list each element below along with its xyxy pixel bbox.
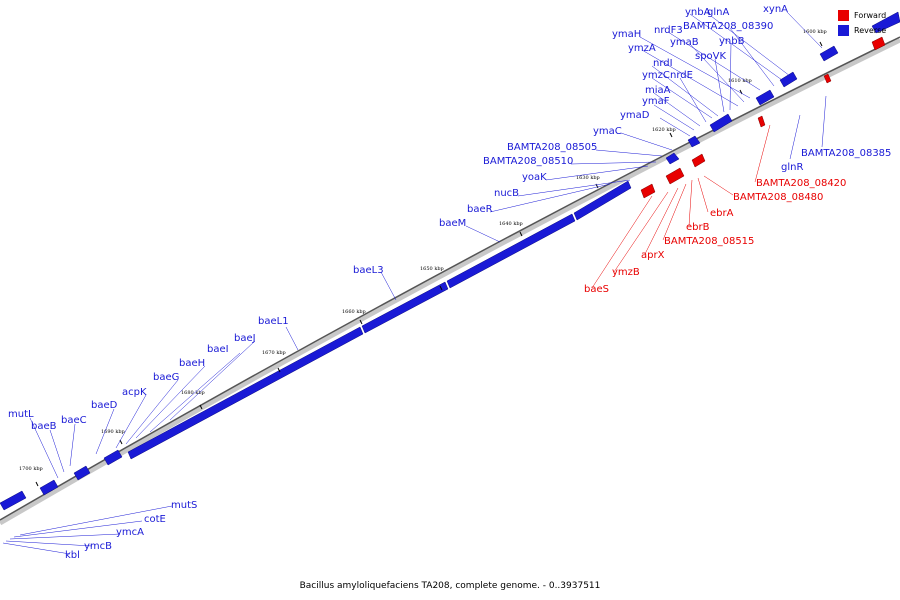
gene-label: ebrA <box>710 208 734 219</box>
tick-label: 1620 kbp <box>652 127 676 133</box>
gene-label: ymaD <box>620 110 650 121</box>
feature-baeR-block <box>573 180 632 221</box>
gene-label: ymaH <box>612 29 641 40</box>
backbone <box>0 36 900 521</box>
gene-label: BAMTA208_08505 <box>507 142 597 153</box>
feature-nucB-block <box>446 213 576 289</box>
gene-label: BAMTA208_08390 <box>683 21 773 32</box>
feature-08420 <box>757 115 766 128</box>
feature-baeL3 <box>127 326 364 460</box>
gene-label: cotE <box>144 514 166 525</box>
reverse-strand-features <box>0 11 900 511</box>
gene-label: ebrB <box>686 222 710 233</box>
gene-label: ymcB <box>84 541 112 552</box>
feature-glnA <box>779 71 798 88</box>
feature-ymaD <box>687 135 701 148</box>
gene-label: acpK <box>122 387 147 398</box>
tick-label: 1700 kbp <box>19 466 43 472</box>
feature-mutL <box>39 479 59 496</box>
feature-nrdE <box>709 113 733 133</box>
feature-08385 <box>823 73 832 84</box>
feature-ebrA <box>691 153 706 168</box>
gene-label: ymzB <box>612 267 640 278</box>
feature-ynbB <box>755 89 775 106</box>
scale-ticks <box>35 41 823 487</box>
gene-label: aprX <box>641 250 665 261</box>
feature-left-edge <box>0 490 27 511</box>
tick-label: 1640 kbp <box>499 221 523 227</box>
gene-label: ynbA <box>685 7 711 18</box>
gene-label: ynbB <box>719 36 745 47</box>
gene-label: baeR <box>467 204 493 215</box>
gene-label: baeL3 <box>353 265 384 276</box>
legend-reverse-swatch <box>838 25 849 36</box>
gene-label: mutS <box>171 500 197 511</box>
forward-labels: BAMTA208_08420 BAMTA208_08480 ebrA ebrB … <box>584 178 846 295</box>
gene-label: baeL1 <box>258 316 289 327</box>
tick-label: 1660 kbp <box>342 309 366 315</box>
gene-label: ymcA <box>116 527 144 538</box>
gene-label: baeB <box>31 421 57 432</box>
forward-strand-features <box>640 36 886 199</box>
genome-caption: Bacillus amyloliquefaciens TA208, comple… <box>300 581 601 591</box>
gene-label: baeJ <box>234 333 256 344</box>
gene-label: baeM <box>439 218 466 229</box>
gene-label: BAMTA208_08480 <box>733 192 823 203</box>
reverse-labels: xynA glnA ynbA BAMTA208_08390 nrdF3 ymaH… <box>8 4 891 561</box>
gene-label: ymaC <box>593 126 622 137</box>
gene-label: baeD <box>91 400 118 411</box>
gene-label: baeH <box>179 358 205 369</box>
gene-label: BAMTA208_08515 <box>664 236 754 247</box>
tick-label: 1690 kbp <box>101 429 125 435</box>
feature-ymaC <box>665 152 680 165</box>
gene-label: baeS <box>584 284 609 295</box>
gene-label: BAMTA208_08510 <box>483 156 573 167</box>
gene-label: nrdF3 <box>654 25 683 36</box>
gene-label: glnR <box>781 162 803 173</box>
scale-tick-labels: 1600 kbp 1610 kbp 1620 kbp 1630 kbp 1640… <box>19 29 827 472</box>
gene-label: kbl <box>65 550 80 561</box>
legend-forward-swatch <box>838 10 849 21</box>
gene-label: baeI <box>207 344 229 355</box>
legend: Forward Reverse <box>838 10 886 36</box>
feature-top-red <box>871 36 886 51</box>
gene-label: nrdE <box>670 70 693 81</box>
gene-label: ymzA <box>628 43 656 54</box>
feature-baeM <box>361 281 449 334</box>
gene-label: ymaF <box>642 96 670 107</box>
gene-label: yoaK <box>522 172 547 183</box>
feature-xynA <box>819 45 839 62</box>
gene-label: mutL <box>8 409 34 420</box>
tick-label: 1650 kbp <box>420 266 444 272</box>
gene-label: nrdI <box>653 58 673 69</box>
gene-label: glnA <box>707 7 729 18</box>
backbone-shadow <box>0 37 900 526</box>
gene-label: xynA <box>763 4 788 15</box>
tick-label: 1670 kbp <box>262 350 286 356</box>
gene-label: miaA <box>645 85 671 96</box>
reverse-leader-lines <box>2 11 827 555</box>
gene-label: nucB <box>494 188 519 199</box>
tick-label: 1630 kbp <box>576 175 600 181</box>
gene-label: ymaB <box>670 37 699 48</box>
tick-label: 1600 kbp <box>803 29 827 35</box>
legend-forward-label: Forward <box>854 11 886 20</box>
gene-label: BAMTA208_08385 <box>801 148 891 159</box>
tick-label: 1610 kbp <box>728 78 752 84</box>
legend-reverse-label: Reverse <box>854 26 886 35</box>
feature-baeD <box>103 449 123 466</box>
feature-top-right <box>871 11 900 34</box>
gene-label: spoVK <box>695 51 727 62</box>
feature-baeS <box>640 183 656 199</box>
tick-label: 1680 kbp <box>181 390 205 396</box>
gene-label: BAMTA208_08420 <box>756 178 846 189</box>
gene-label: baeG <box>153 372 179 383</box>
gene-label: baeC <box>61 415 87 426</box>
gene-label: ymzC <box>642 70 670 81</box>
forward-leader-lines <box>591 124 771 289</box>
feature-baeC <box>73 465 91 481</box>
feature-ymzB <box>665 167 685 185</box>
